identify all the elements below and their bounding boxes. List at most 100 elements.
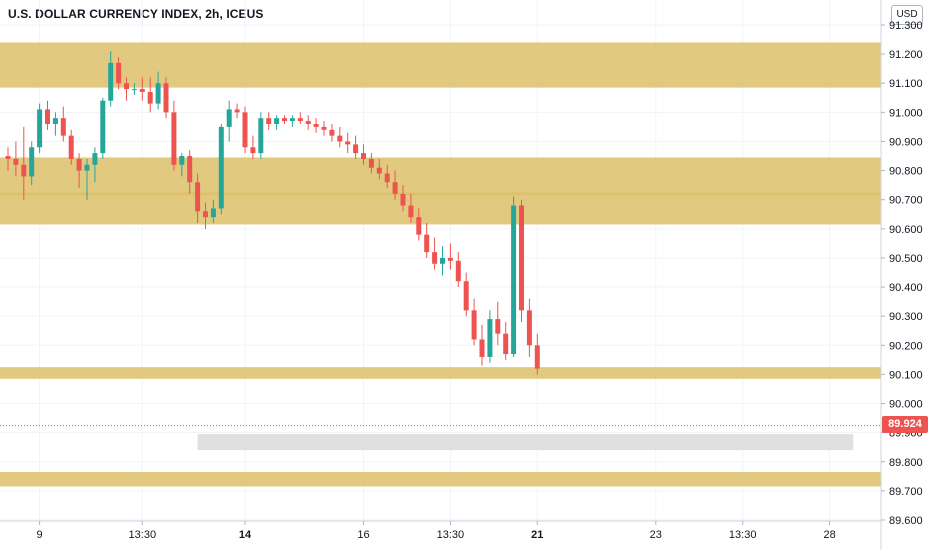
candle-body	[305, 121, 311, 124]
candle-body	[447, 257, 453, 261]
candle-up	[131, 83, 137, 95]
candle-body	[353, 144, 359, 154]
candle-body	[76, 158, 82, 171]
candle-body	[139, 89, 145, 92]
candle-body	[432, 252, 438, 264]
price-tick-label: 90.900	[889, 136, 923, 148]
candle-down	[234, 103, 240, 119]
candle-down	[266, 112, 272, 130]
candle-body	[21, 164, 27, 177]
time-tick-label: 21	[531, 529, 543, 541]
candle-down	[345, 132, 351, 154]
candle-down	[368, 153, 374, 174]
candle-body	[242, 112, 248, 148]
price-tick-label: 89.800	[889, 457, 923, 469]
candle-down	[408, 193, 414, 223]
candle-up	[100, 97, 106, 159]
candle-down	[305, 115, 311, 130]
resistance-zone	[0, 367, 881, 379]
candle-body	[416, 217, 422, 235]
candle-body	[124, 83, 129, 90]
candle-down	[534, 333, 540, 375]
candle-body	[100, 100, 106, 154]
candle-body	[289, 118, 295, 122]
currency-button[interactable]: USD	[891, 5, 923, 25]
candle-body	[479, 339, 485, 357]
candle-up	[487, 310, 493, 363]
candle-down	[60, 106, 66, 142]
candle-down	[124, 77, 129, 101]
candle-body	[471, 310, 477, 340]
time-scale: 9 13:30 14 16 13:30 21 23 13:30 28	[37, 521, 836, 541]
candle-body	[313, 124, 319, 127]
candle-body	[5, 156, 11, 159]
candle-up	[84, 158, 90, 200]
candle-down	[76, 153, 82, 189]
price-scale: 91.300 91.200 91.100 91.000 90.900 90.800 90.7…	[881, 20, 923, 527]
candle-down	[353, 135, 359, 159]
candle-body	[345, 141, 351, 145]
candle-down	[282, 115, 287, 124]
price-tick-label: 91.300	[889, 20, 923, 32]
candle-body	[519, 205, 524, 311]
candle-up	[274, 115, 280, 130]
price-tick-label: 90.100	[889, 369, 923, 381]
price-tick-label: 90.800	[889, 166, 923, 178]
candle-down	[526, 298, 532, 357]
candle-body	[282, 118, 287, 122]
candle-down	[424, 223, 430, 258]
candle-down	[455, 252, 461, 288]
candle-up	[218, 124, 224, 215]
candle-down	[116, 57, 122, 90]
candle-down	[376, 158, 382, 180]
price-tick-label: 90.000	[889, 399, 923, 411]
price-tick-label: 91.000	[889, 107, 923, 119]
candle-up	[92, 147, 98, 183]
candle-body	[258, 118, 264, 154]
price-tick-label: 89.600	[889, 515, 923, 527]
time-tick-label: 13:30	[437, 529, 465, 541]
candle-up	[179, 153, 185, 177]
candle-body	[60, 118, 66, 136]
candle-body	[424, 234, 430, 253]
candle-body	[203, 211, 208, 218]
candle-body	[526, 310, 532, 346]
candle-body	[84, 164, 90, 171]
candles	[5, 51, 540, 375]
candle-down	[203, 202, 208, 229]
candle-body	[455, 260, 461, 282]
candle-body	[147, 91, 153, 104]
candle-body	[392, 182, 398, 194]
candle-down	[361, 144, 366, 165]
candle-body	[187, 156, 193, 183]
candle-down	[392, 170, 398, 200]
candle-down	[163, 77, 169, 119]
candle-body	[108, 62, 114, 101]
candle-body	[376, 167, 382, 174]
candle-down	[495, 301, 501, 346]
time-tick-label: 23	[650, 529, 662, 541]
candle-body	[463, 281, 469, 311]
candle-body	[195, 182, 201, 212]
candle-up	[258, 112, 264, 159]
candle-body	[131, 89, 137, 91]
candle-down	[313, 118, 319, 133]
candle-body	[337, 135, 343, 142]
candle-down	[479, 324, 485, 366]
candle-down	[384, 164, 390, 189]
candle-body	[511, 205, 517, 355]
candle-body	[210, 208, 216, 218]
candle-body	[45, 109, 50, 124]
candle-body	[400, 193, 406, 206]
candle-body	[495, 319, 501, 334]
price-tick-label: 90.400	[889, 282, 923, 294]
price-tick-label: 89.700	[889, 486, 923, 498]
candle-body	[163, 83, 169, 113]
chart-title: U.S. DOLLAR CURRENCY INDEX, 2h, ICEUS	[8, 7, 264, 21]
candle-body	[384, 173, 390, 183]
candle-down	[45, 100, 50, 130]
candle-down	[21, 126, 27, 200]
candle-down	[471, 298, 477, 346]
price-tick-label: 90.600	[889, 224, 923, 236]
